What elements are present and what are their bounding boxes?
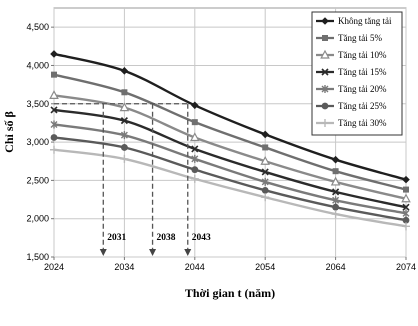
- legend-label: Tăng tải 30%: [338, 118, 387, 128]
- legend-label: Tăng tải 25%: [338, 101, 387, 111]
- data-point: [332, 203, 339, 211]
- x-tick-label: 2064: [326, 262, 346, 272]
- legend-marker: [321, 102, 329, 110]
- legend-marker: [321, 85, 329, 93]
- data-point: [120, 117, 128, 125]
- x-tick-label: 2074: [396, 262, 416, 272]
- data-point: [189, 132, 200, 142]
- data-point: [261, 168, 269, 176]
- data-point: [261, 177, 269, 186]
- legend-marker: [320, 49, 330, 59]
- legend-label: Tăng tải 5%: [338, 33, 382, 43]
- series-line: [53, 136, 407, 222]
- series-line: [53, 73, 407, 191]
- data-point: [119, 102, 130, 112]
- annotation-label: 2031: [107, 233, 126, 243]
- annotations: 2031 2038 2043: [54, 103, 211, 256]
- data-point: [120, 131, 128, 140]
- data-point: [49, 90, 59, 99]
- data-point: [260, 155, 271, 165]
- data-point: [401, 193, 411, 203]
- series-markers: [49, 50, 411, 231]
- data-point: [332, 188, 340, 196]
- data-point: [402, 222, 410, 231]
- annotation-arrow: [99, 249, 107, 256]
- data-point: [121, 89, 128, 96]
- data-point: [50, 106, 58, 114]
- data-point: [402, 203, 410, 211]
- data-point: [191, 119, 198, 126]
- y-tick-label: 1,500: [26, 252, 49, 262]
- x-axis-title: Thời gian t (năm): [185, 286, 275, 300]
- legend-marker: [322, 35, 328, 41]
- legend-label: Tăng tải 10%: [338, 50, 387, 60]
- data-point: [50, 50, 58, 58]
- legend: Không tăng tải Tăng tải 5% Tăng tải 10% Tăn…: [311, 11, 403, 136]
- data-point: [331, 155, 340, 164]
- data-point: [261, 193, 270, 202]
- data-point: [332, 196, 340, 205]
- data-point: [190, 174, 199, 183]
- annotation-label: 2043: [192, 233, 211, 243]
- x-tick-label: 2044: [185, 262, 205, 272]
- data-point: [261, 130, 269, 139]
- data-point: [191, 101, 199, 110]
- legend-label: Tăng tải 20%: [338, 84, 387, 94]
- annotation-arrow: [149, 249, 157, 256]
- data-point: [120, 154, 129, 163]
- data-point: [191, 166, 199, 174]
- series-line: [53, 148, 407, 228]
- annotation-label: 2038: [157, 233, 176, 243]
- y-tick-label: 4,000: [26, 60, 49, 70]
- data-point: [191, 145, 199, 153]
- data-point: [51, 71, 57, 78]
- data-point: [261, 186, 269, 194]
- data-point: [50, 145, 58, 154]
- y-tick-label: 3,000: [26, 137, 49, 147]
- x-tick-label: 2034: [114, 262, 134, 272]
- data-point: [402, 216, 410, 224]
- series-line: [53, 108, 407, 209]
- x-tick-label: 2054: [255, 262, 275, 272]
- data-point: [332, 168, 339, 175]
- data-point: [121, 144, 128, 151]
- y-axis-ticks: 1,500 2,000 2,500 3,000 3,500 4,000 4,500: [26, 22, 54, 262]
- data-point: [50, 134, 58, 141]
- x-axis-ticks: 2024 2034 2044 2054 2064 2074: [44, 257, 416, 272]
- series-lines: [53, 52, 407, 228]
- legend-label: Không tăng tải: [338, 16, 392, 26]
- legend-marker: [321, 119, 329, 127]
- series-line: [53, 123, 407, 215]
- data-point: [331, 210, 340, 219]
- x-tick-label: 2024: [44, 262, 64, 272]
- y-tick-label: 2,000: [26, 214, 49, 224]
- y-axis-title: Chỉ số β: [2, 111, 16, 153]
- data-point: [120, 67, 129, 75]
- data-point: [262, 144, 269, 151]
- legend-marker: [321, 68, 329, 76]
- series-line: [53, 94, 407, 200]
- data-point: [191, 154, 199, 163]
- y-tick-label: 4,500: [26, 22, 49, 32]
- data-point: [50, 120, 58, 129]
- legend-marker: [321, 17, 329, 25]
- y-tick-label: 2,500: [26, 175, 49, 185]
- data-point: [402, 175, 410, 184]
- data-point: [330, 176, 341, 186]
- y-tick-label: 3,500: [26, 99, 49, 109]
- series-line: [53, 52, 407, 181]
- data-point: [402, 209, 410, 218]
- annotation-arrow: [184, 249, 192, 256]
- legend-label: Tăng tải 15%: [338, 67, 387, 77]
- data-point: [403, 186, 409, 193]
